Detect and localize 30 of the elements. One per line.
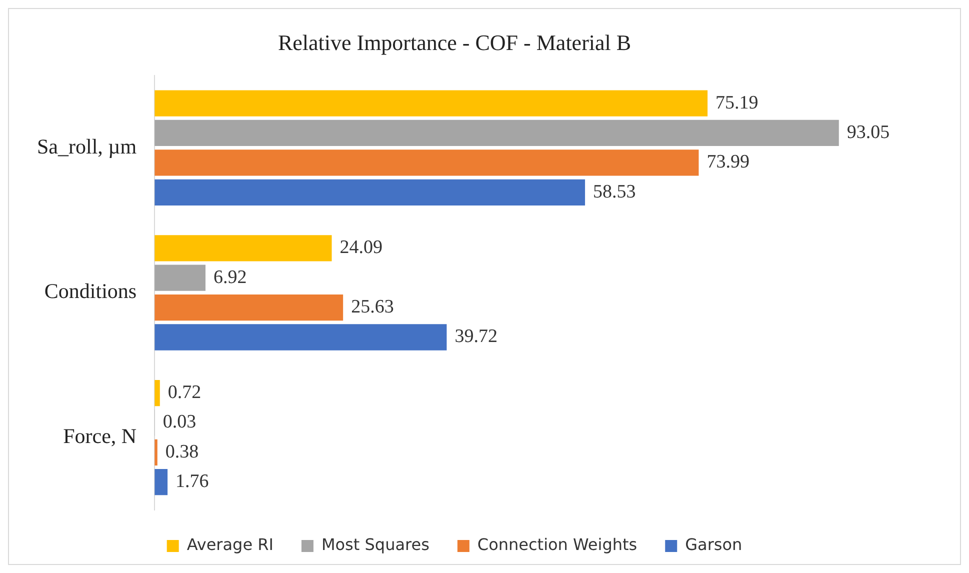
bar [154, 120, 839, 146]
legend-label: Most Squares [321, 535, 430, 554]
legend-label: Garson [685, 535, 742, 554]
legend-label: Average RI [186, 535, 274, 554]
data-label: 0.38 [165, 441, 199, 462]
bar [154, 324, 447, 350]
data-label: 1.76 [176, 471, 209, 492]
data-label: 93.05 [846, 122, 890, 143]
bar [154, 264, 206, 291]
y-tick-label: Conditions [44, 279, 137, 304]
bar [154, 235, 332, 262]
data-label: 39.72 [454, 326, 498, 348]
chart-title: Relative Importance - COF - Material B [278, 30, 632, 55]
legend-label: Connection Weights [477, 535, 638, 554]
data-label: 73.99 [706, 152, 750, 173]
data-label: 75.19 [716, 92, 758, 114]
bar [154, 294, 344, 321]
data-label: 24.09 [340, 237, 383, 258]
bar [154, 380, 160, 406]
data-label: 0.72 [168, 382, 202, 404]
data-label: 25.63 [351, 296, 394, 318]
data-label: 6.92 [213, 266, 247, 288]
data-label: 0.03 [162, 412, 196, 433]
bar [154, 150, 699, 176]
data-label: 58.53 [593, 181, 636, 202]
bar [154, 179, 586, 206]
bar [154, 90, 708, 116]
y-tick-label: Force, N [63, 424, 137, 448]
y-tick-label: Sa_roll, µm [36, 134, 137, 158]
bar [154, 469, 168, 496]
